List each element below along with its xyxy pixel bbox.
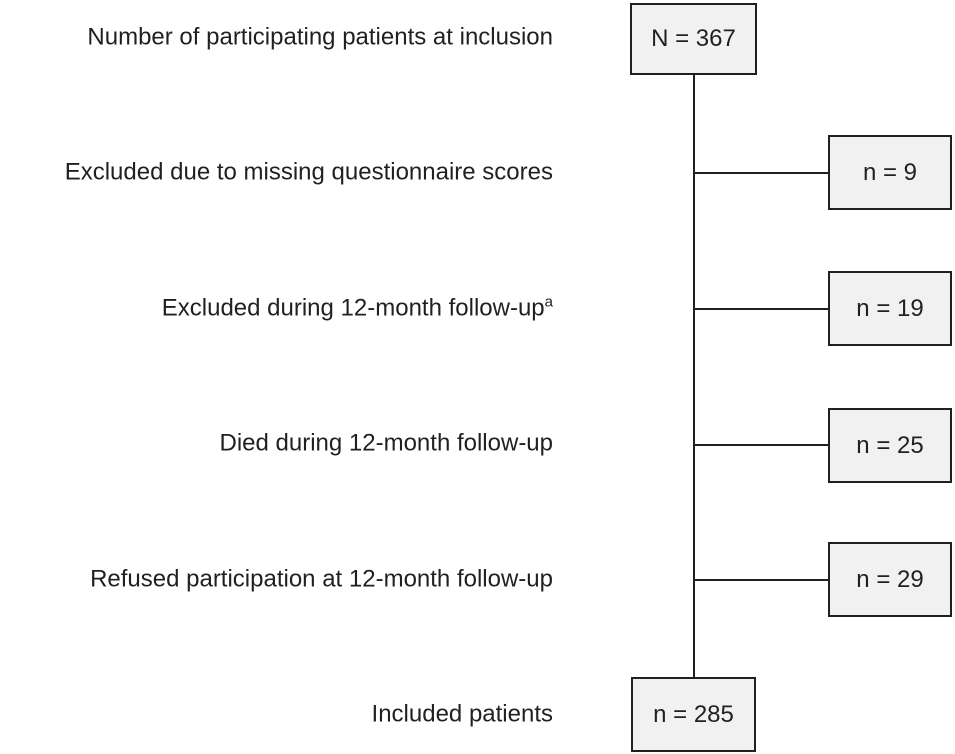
label-refused-followup: Refused participation at 12-month follow…: [90, 566, 553, 595]
label-died-followup-text: Died during 12-month follow-up: [219, 429, 553, 457]
connector-line-died-followup: [694, 444, 828, 446]
node-included-patients-value: n = 285: [653, 700, 734, 728]
node-refused-followup-count: n = 29: [828, 542, 952, 617]
node-inclusion-count-value: N = 367: [651, 25, 736, 52]
spine-line: [693, 75, 695, 677]
node-excluded-missing-scores-value: n = 9: [862, 158, 918, 186]
connector-line-excluded-followup: [694, 308, 828, 310]
connector-line-refused-followup: [694, 579, 828, 581]
label-excluded-followup-text: Excluded during 12-month follow-up: [161, 294, 545, 322]
label-excluded-followup-superscript: a: [544, 293, 553, 311]
node-excluded-followup-value: n = 19: [856, 294, 924, 322]
connector-line-excluded-missing-scores: [694, 172, 828, 174]
label-excluded-missing-scores: Excluded due to missing questionnaire sc…: [65, 159, 553, 188]
node-inclusion-count: N = 367: [630, 3, 757, 75]
node-refused-followup-value: n = 29: [856, 565, 924, 593]
label-inclusion-text: Number of participating patients at incl…: [87, 23, 553, 51]
label-excluded-missing-scores-text: Excluded due to missing questionnaire sc…: [64, 158, 553, 186]
label-refused-followup-text: Refused participation at 12-month follow…: [90, 565, 553, 593]
node-died-followup-value: n = 25: [856, 431, 924, 459]
node-excluded-missing-scores-count: n = 9: [828, 135, 952, 210]
label-included-patients-text: Included patients: [371, 700, 553, 728]
label-inclusion: Number of participating patients at incl…: [87, 24, 553, 53]
node-included-patients-count: n = 285: [631, 677, 756, 752]
label-died-followup: Died during 12-month follow-up: [219, 430, 553, 459]
node-died-followup-count: n = 25: [828, 408, 952, 483]
label-excluded-followup: Excluded during 12-month follow-upa: [162, 295, 553, 324]
label-included-patients: Included patients: [372, 701, 553, 730]
node-excluded-followup-count: n = 19: [828, 271, 952, 346]
